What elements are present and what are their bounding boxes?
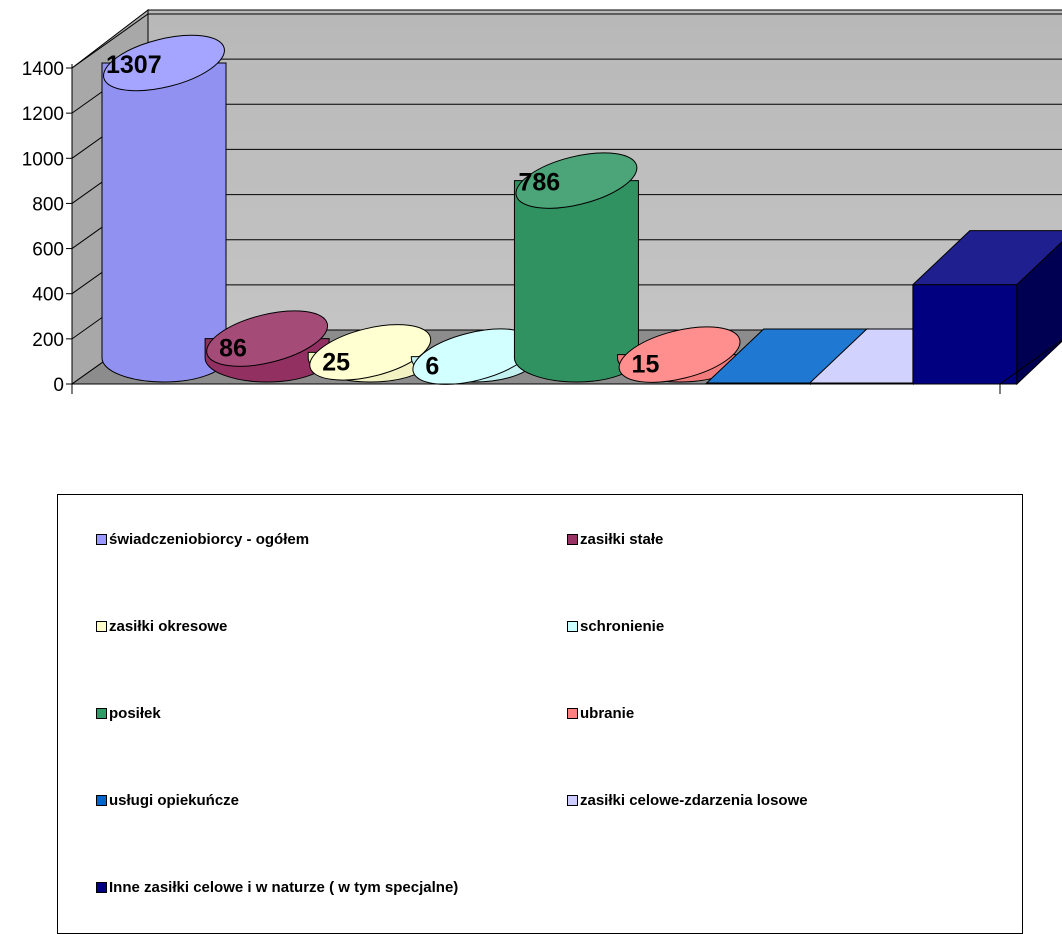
y-tick-label: 1200: [22, 104, 64, 125]
bar-side: [513, 180, 639, 383]
y-tick-label: 200: [32, 330, 64, 351]
y-tick-label: 1400: [22, 59, 64, 80]
legend-item: świadczeniobiorcy - ogółem: [96, 531, 309, 548]
y-tick-label: 1000: [22, 149, 64, 170]
data-label: 6: [425, 353, 439, 381]
legend-swatch: [96, 621, 107, 632]
legend-label: Inne zasiłki celowe i w naturze ( w tym …: [109, 879, 459, 896]
y-tick-label: 0: [53, 375, 64, 396]
bar-front: [912, 284, 1018, 385]
bar-top: [103, 34, 225, 92]
legend-label: usługi opiekuńcze: [109, 792, 240, 809]
legend-swatch: [567, 621, 578, 632]
legend-label: zasiłki okresowe: [109, 618, 228, 635]
data-label: 15: [632, 351, 660, 379]
legend-swatch: [96, 534, 107, 545]
bar-top: [911, 230, 1062, 286]
y-tick-label: 600: [32, 240, 64, 261]
x-axis-depth: [999, 339, 1062, 385]
legend-item: usługi opiekuńcze: [96, 792, 239, 809]
data-label: 25: [322, 348, 350, 376]
chart-plot: 0 200 400 600 800 1000 1200 1400 1307 86 25 6 786 15: [22, 8, 1062, 396]
bar-top: [309, 324, 432, 381]
data-label: 1307: [106, 51, 162, 79]
data-label: 86: [219, 335, 247, 363]
legend: świadczeniobiorcy - ogółem zasiłki stałe z…: [57, 494, 1023, 934]
legend-label: świadczeniobiorcy - ogółem: [109, 531, 310, 548]
bar-top: [515, 152, 638, 209]
y-tick-label: 800: [32, 194, 64, 215]
legend-swatch: [567, 708, 578, 719]
legend-item: schronienie: [567, 618, 664, 635]
bar: [307, 324, 433, 383]
legend-item: zasiłki okresowe: [96, 618, 227, 635]
bar: [410, 328, 536, 385]
legend-item: ubranie: [567, 705, 634, 722]
legend-label: posiłek: [109, 705, 161, 722]
legend-swatch: [567, 795, 578, 806]
legend-label: ubranie: [580, 705, 635, 722]
bar: [101, 34, 227, 383]
legend-swatch: [96, 882, 107, 893]
bar-top: [618, 326, 741, 383]
gridline: [71, 13, 1062, 69]
legend-item: zasiłki stałe: [567, 531, 663, 548]
legend-item: posiłek: [96, 705, 161, 722]
bar: [911, 230, 1062, 386]
bar-side: [101, 62, 227, 383]
bar: [204, 310, 330, 383]
legend-swatch: [96, 708, 107, 719]
data-label: 786: [518, 169, 560, 197]
bar: [617, 326, 743, 383]
legend-label: schronienie: [580, 618, 665, 635]
legend-item: zasiłki celowe-zdarzenia losowe: [567, 792, 808, 809]
legend-swatch: [96, 795, 107, 806]
bar-top: [206, 310, 329, 367]
legend-item: Inne zasiłki celowe i w naturze ( w tym …: [96, 879, 458, 896]
y-tick-label: 400: [32, 285, 64, 306]
legend-swatch: [567, 534, 578, 545]
legend-label: zasiłki stałe: [580, 531, 664, 548]
legend-label: zasiłki celowe-zdarzenia losowe: [580, 792, 808, 809]
